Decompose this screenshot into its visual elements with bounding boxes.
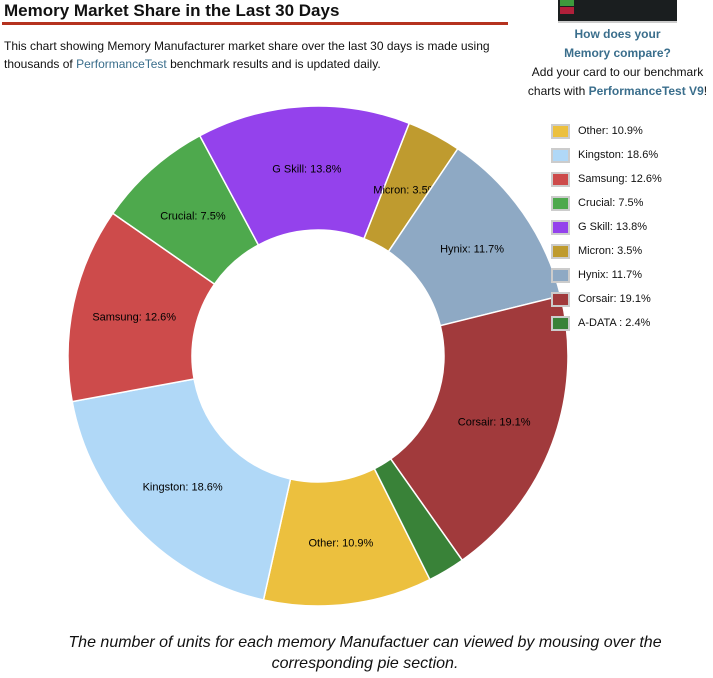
page-title: Memory Market Share in the Last 30 Days [4,1,340,20]
legend-item[interactable]: Micron: 3.5% [551,239,662,263]
legend-swatch [551,267,570,283]
desc-text-end: benchmark results and is updated daily. [166,57,381,71]
legend-item[interactable]: Hynix: 11.7% [551,263,662,287]
chart-description: This chart showing Memory Manufacturer m… [4,37,509,73]
legend-swatch [551,195,570,211]
legend-label: Micron: 3.5% [578,245,643,257]
slice-label: Other: 10.9% [308,538,373,550]
slice-corsair[interactable] [389,294,569,562]
legend-swatch [551,219,570,235]
legend-swatch [551,123,570,139]
slice-label: Crucial: 7.5% [160,211,226,223]
legend-label: Other: 10.9% [578,125,643,137]
promo-heading-2[interactable]: Memory compare? [564,46,671,60]
slice-a-data[interactable] [373,457,464,581]
legend: Other: 10.9% Kingston: 18.6% Samsung: 12.6… [551,119,662,335]
legend-swatch [551,315,570,331]
donut-chart: Other: 10.9% Kingston: 18.6% Samsung: 12.6… [67,105,569,607]
legend-item[interactable]: Kingston: 18.6% [551,143,662,167]
desc-text: This chart showing Memory Manufacturer m… [4,39,490,71]
promo-box: How does your Memory compare? Add your c… [520,25,713,101]
slice-g-skill[interactable] [198,105,411,246]
performancetest-thumbnail[interactable] [558,0,677,23]
slice-label: G Skill: 13.8% [272,163,341,175]
promo-exclaim: ! [703,84,708,98]
legend-swatch [551,243,570,259]
legend-swatch [551,291,570,307]
legend-label: G Skill: 13.8% [578,221,648,233]
slice-label: Kingston: 18.6% [143,481,223,493]
slice-label: Hynix: 11.7% [440,243,504,255]
chart-caption: The number of units for each memory Manu… [68,634,662,672]
legend-label: Corsair: 19.1% [578,293,651,305]
performancetest-link[interactable]: PerformanceTest [76,57,167,71]
legend-swatch [551,171,570,187]
legend-label: Samsung: 12.6% [578,173,662,185]
legend-item[interactable]: Corsair: 19.1% [551,287,662,311]
legend-label: Crucial: 7.5% [578,197,644,209]
slice-kingston[interactable] [71,378,292,601]
slice-label: Corsair: 19.1% [458,417,531,429]
legend-item[interactable]: Samsung: 12.6% [551,167,662,191]
promo-text-2: charts with [527,84,589,98]
legend-item[interactable]: Other: 10.9% [551,119,662,143]
slice-label: Micron: 3.5% [373,185,437,197]
legend-item[interactable]: Crucial: 7.5% [551,191,662,215]
performancetest-v9-link[interactable]: PerformanceTest V9 [588,84,704,98]
legend-swatch [551,147,570,163]
legend-label: Kingston: 18.6% [578,149,659,161]
slice-samsung[interactable] [67,212,216,403]
legend-item[interactable]: A-DATA : 2.4% [551,311,662,335]
legend-label: A-DATA : 2.4% [578,317,651,329]
slice-label: Samsung: 12.6% [92,311,176,323]
legend-label: Hynix: 11.7% [578,269,642,281]
promo-text: Add your card to our benchmark [531,65,704,79]
promo-heading-1[interactable]: How does your [574,27,661,41]
legend-item[interactable]: G Skill: 13.8% [551,215,662,239]
title-divider [2,22,508,25]
